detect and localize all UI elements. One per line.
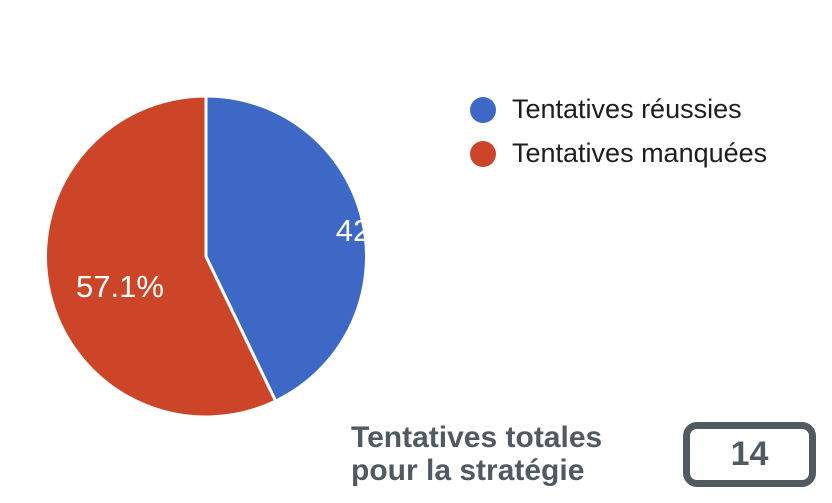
pie-slice-missed[interactable] (44, 94, 278, 419)
legend: Tentatives réussies Tentatives manquées (470, 94, 768, 184)
total-attempts-value-box: 14 (683, 422, 816, 487)
legend-item-successful[interactable]: Tentatives réussies (470, 94, 767, 124)
total-attempts-value: 14 (730, 435, 769, 473)
legend-label-missed: Tentatives manquées (512, 138, 768, 168)
legend-swatch-successful-icon (470, 96, 496, 123)
legend-label-successful: Tentatives réussies (512, 94, 742, 124)
pie-slice-successful[interactable] (204, 94, 369, 403)
total-attempts-label-line2: pour la stratégie (351, 454, 585, 487)
legend-item-missed[interactable]: Tentatives manquées (470, 138, 768, 168)
pie-label-successful: 42 (336, 213, 370, 248)
total-attempts-label-line1: Tentatives totales (351, 421, 603, 454)
total-attempts-label: Tentatives totales pour la stratégie (351, 421, 602, 487)
pie-label-missed: 57.1% (76, 269, 164, 304)
legend-swatch-missed-icon (470, 140, 496, 167)
